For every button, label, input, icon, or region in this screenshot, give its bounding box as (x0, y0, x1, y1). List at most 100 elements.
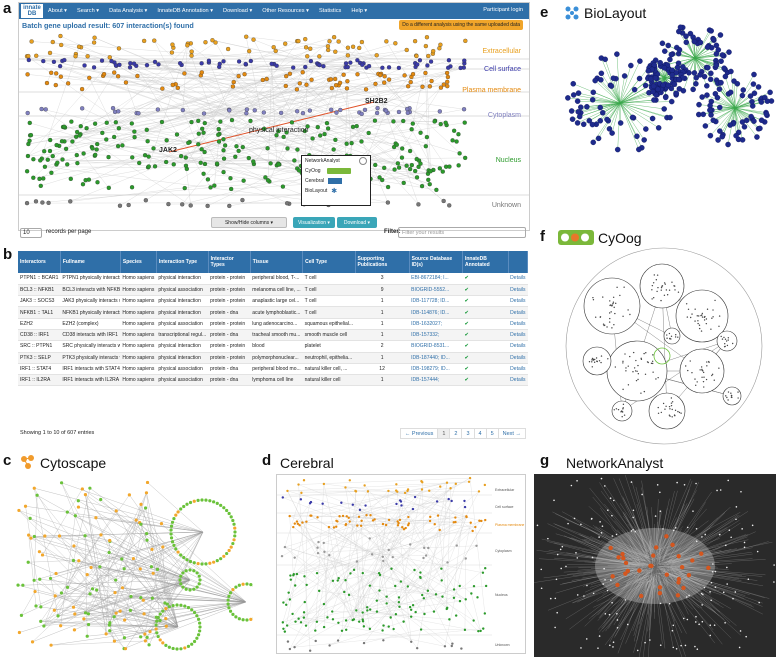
gene-node[interactable] (283, 83, 288, 89)
gene-node[interactable] (727, 399, 729, 401)
gene-node[interactable] (35, 493, 39, 497)
gene-node[interactable] (21, 583, 25, 587)
cluster-node[interactable] (176, 550, 180, 554)
gene-node[interactable] (296, 522, 300, 525)
gene-node[interactable] (637, 373, 640, 375)
gene-node[interactable] (291, 65, 296, 70)
cluster-node[interactable] (186, 644, 191, 648)
gene-node[interactable] (285, 603, 288, 606)
gene-node[interactable] (365, 606, 369, 609)
gene-node[interactable] (366, 490, 370, 493)
gene-node[interactable] (712, 91, 719, 97)
gene-node[interactable] (427, 546, 430, 550)
gene-node[interactable] (607, 358, 609, 360)
cluster-node[interactable] (198, 629, 202, 633)
gene-node[interactable] (464, 557, 467, 560)
gene-node[interactable] (652, 75, 659, 81)
gene-node[interactable] (139, 596, 143, 600)
gene-node[interactable] (90, 146, 95, 151)
gene-node[interactable] (662, 94, 669, 101)
gene-node[interactable] (452, 588, 456, 591)
gene-node[interactable] (68, 199, 73, 204)
gene-node[interactable] (711, 374, 713, 377)
gene-node[interactable] (362, 625, 366, 628)
gene-node[interactable] (405, 110, 410, 116)
gene-node[interactable] (435, 500, 439, 503)
gene-node[interactable] (454, 614, 458, 617)
cluster-node[interactable] (155, 619, 159, 623)
details-link[interactable]: Details (508, 340, 528, 353)
gene-node[interactable] (623, 286, 625, 288)
gene-node[interactable] (650, 83, 657, 90)
gene-node[interactable] (602, 583, 604, 585)
gene-node[interactable] (328, 77, 334, 82)
cluster-node[interactable] (188, 588, 192, 592)
cluster-node[interactable] (184, 587, 188, 591)
gene-node[interactable] (428, 169, 433, 174)
gene-node[interactable] (712, 563, 714, 565)
gene-node[interactable] (331, 35, 337, 40)
gene-node[interactable] (143, 506, 148, 510)
gene-node[interactable] (410, 121, 415, 126)
gene-node[interactable] (477, 629, 480, 633)
gene-node[interactable] (616, 613, 618, 615)
gene-node[interactable] (334, 110, 339, 115)
gene-node[interactable] (446, 65, 451, 70)
gene-node[interactable] (337, 80, 343, 86)
gene-node[interactable] (767, 89, 773, 96)
gene-node[interactable] (271, 45, 276, 50)
gene-node[interactable] (625, 568, 631, 574)
gene-node[interactable] (450, 644, 453, 648)
gene-node[interactable] (751, 524, 754, 527)
gene-node[interactable] (592, 296, 594, 299)
gene-node[interactable] (366, 130, 371, 136)
gene-node[interactable] (690, 558, 695, 563)
gene-node[interactable] (351, 503, 355, 506)
gene-node[interactable] (751, 71, 757, 78)
cluster-node[interactable] (237, 617, 241, 621)
gene-node[interactable] (704, 83, 710, 89)
gene-node[interactable] (593, 361, 596, 363)
gene-node[interactable] (159, 119, 165, 125)
gene-node[interactable] (632, 528, 634, 531)
gene-node[interactable] (743, 546, 746, 549)
gene-node[interactable] (396, 524, 400, 527)
gene-node[interactable] (610, 574, 615, 579)
gene-node[interactable] (141, 598, 145, 602)
visualization-button[interactable]: Visualization ▾ (293, 217, 335, 228)
gene-node[interactable] (584, 104, 590, 110)
gene-node[interactable] (696, 381, 698, 383)
column-header[interactable]: Tissue (250, 251, 304, 273)
gene-node[interactable] (667, 56, 673, 63)
gene-node[interactable] (418, 161, 423, 166)
gene-node[interactable] (375, 105, 380, 111)
gene-node[interactable] (322, 625, 326, 629)
gene-node[interactable] (454, 482, 458, 486)
gene-node[interactable] (591, 556, 594, 559)
highlight-node[interactable] (653, 347, 671, 365)
gene-node[interactable] (322, 131, 327, 137)
gene-node[interactable] (556, 611, 558, 614)
gene-node[interactable] (738, 646, 741, 649)
gene-node[interactable] (685, 303, 688, 305)
cluster-node[interactable] (208, 561, 212, 565)
gene-node[interactable] (345, 64, 350, 70)
gene-node[interactable] (347, 516, 350, 519)
cluster-node[interactable] (164, 643, 168, 647)
gene-node[interactable] (677, 410, 679, 413)
gene-node[interactable] (72, 544, 76, 548)
gene-node[interactable] (716, 86, 723, 92)
gene-node[interactable] (227, 203, 232, 209)
gene-node[interactable] (318, 133, 323, 138)
gene-node[interactable] (354, 124, 359, 129)
gene-node[interactable] (670, 335, 673, 337)
gene-node[interactable] (758, 601, 760, 604)
gene-node[interactable] (305, 124, 310, 129)
gene-node[interactable] (445, 79, 450, 85)
gene-node[interactable] (602, 56, 608, 63)
gene-node[interactable] (600, 477, 603, 480)
cluster-node[interactable] (225, 508, 229, 513)
gene-node[interactable] (326, 616, 329, 619)
gene-node[interactable] (336, 579, 339, 582)
gene-node[interactable] (733, 132, 739, 139)
